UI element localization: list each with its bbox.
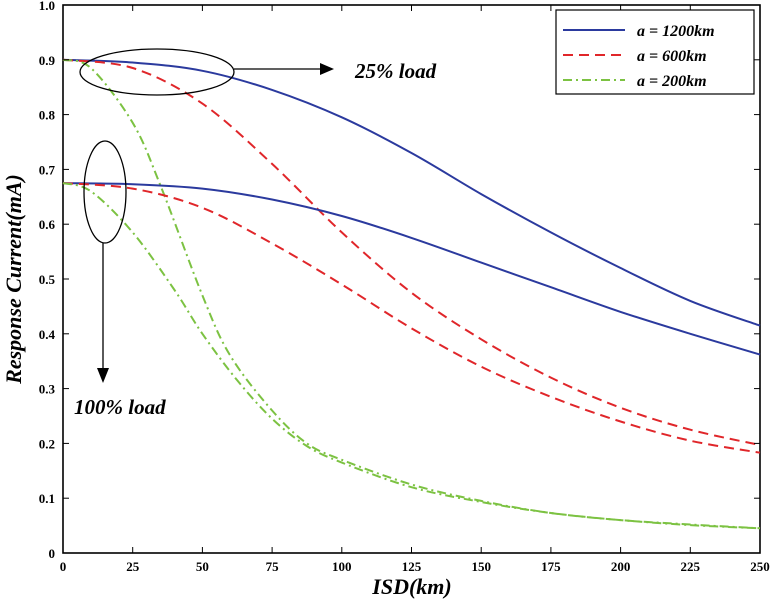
legend: a = 1200km a = 600km a = 200km — [555, 9, 755, 95]
series-layer — [62, 58, 761, 530]
series-line-25-load-a200km — [62, 58, 761, 530]
x-tick-label: 100 — [332, 559, 352, 574]
y-tick-label: 0.1 — [39, 491, 55, 506]
annotation-arrow-100-head — [97, 368, 109, 383]
legend-label-600km: a = 600km — [637, 48, 707, 65]
y-tick-label: 0.2 — [39, 436, 55, 451]
ticks-layer: 0 25 50 75 100 125 150 175 200 225 250 0 0.1 0.2 0.3 0.… — [39, 0, 770, 574]
x-tick-label: 25 — [126, 559, 140, 574]
series-line-100-load-a600km — [62, 182, 761, 454]
y-tick-label: 1.0 — [39, 0, 55, 13]
x-tick-label: 125 — [402, 559, 422, 574]
x-tick-label: 50 — [196, 559, 209, 574]
annotation-100-load: 100% load — [74, 395, 166, 419]
annotation-ellipse-100 — [83, 140, 127, 244]
legend-label-200km: a = 200km — [637, 73, 707, 90]
legend-label-1200km: a = 1200km — [637, 23, 715, 40]
y-tick-label: 0.4 — [39, 327, 56, 342]
y-tick-label: 0.5 — [39, 272, 56, 287]
series-line-25-load-a1200km — [62, 58, 761, 327]
y-axis-title: Response Current(mA) — [1, 174, 26, 385]
y-tick-label: 0.7 — [39, 162, 56, 177]
annotation-ellipse-25 — [79, 48, 235, 96]
x-tick-label: 225 — [681, 559, 701, 574]
y-tick-label: 0.9 — [39, 53, 56, 68]
series-line-25-load-a600km — [62, 58, 761, 446]
annotation-arrow-25-head — [320, 63, 334, 75]
y-tick-label: 0.3 — [39, 382, 56, 397]
x-tick-label: 75 — [266, 559, 280, 574]
y-tick-label: 0.8 — [39, 108, 56, 123]
y-tick-label: 0 — [49, 546, 56, 561]
series-line-100-load-a200km — [62, 182, 761, 530]
annotation-25-load: 25% load — [354, 59, 437, 83]
x-tick-label: 200 — [611, 559, 631, 574]
x-tick-label: 0 — [60, 559, 67, 574]
y-tick-label: 0.6 — [39, 217, 56, 232]
x-tick-label: 250 — [750, 559, 770, 574]
x-tick-label: 150 — [471, 559, 491, 574]
x-axis-title: ISD(km) — [371, 574, 451, 599]
x-tick-label: 175 — [541, 559, 561, 574]
series-line-100-load-a1200km — [62, 182, 761, 356]
